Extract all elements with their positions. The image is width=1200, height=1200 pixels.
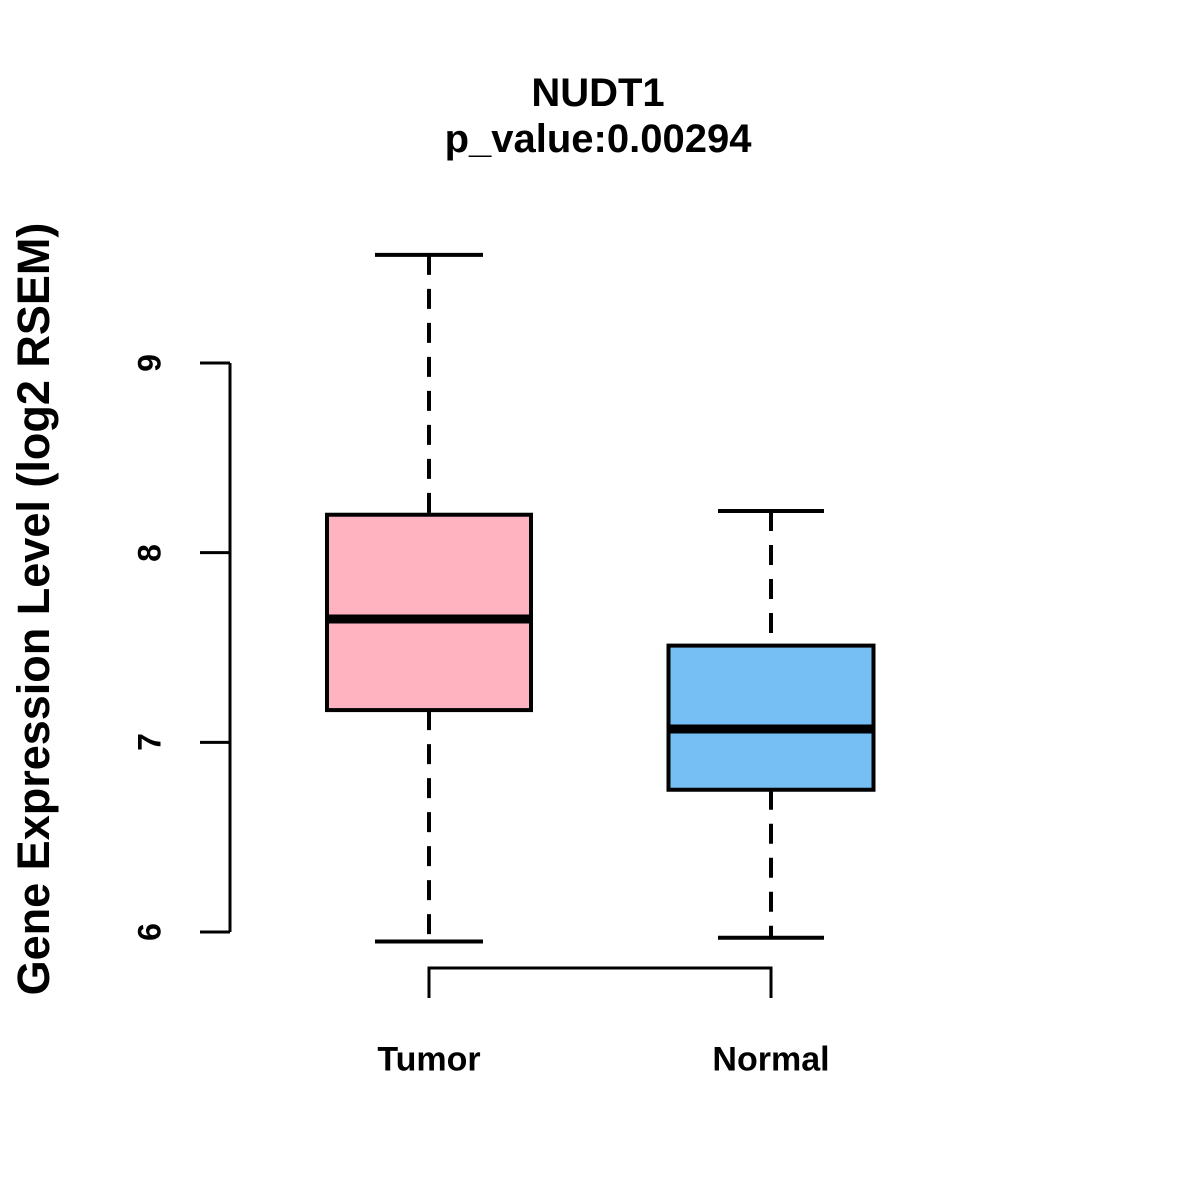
chart-title: NUDT1 xyxy=(531,71,665,115)
x-category-label-normal: Normal xyxy=(712,1040,830,1079)
chart-pvalue-subtitle: p_value:0.00294 xyxy=(444,117,752,161)
normal-iqr-box xyxy=(666,643,876,792)
x-category-label-tumor: Tumor xyxy=(377,1040,481,1079)
tumor-iqr-box xyxy=(325,512,533,713)
x-axis-line xyxy=(427,966,773,998)
